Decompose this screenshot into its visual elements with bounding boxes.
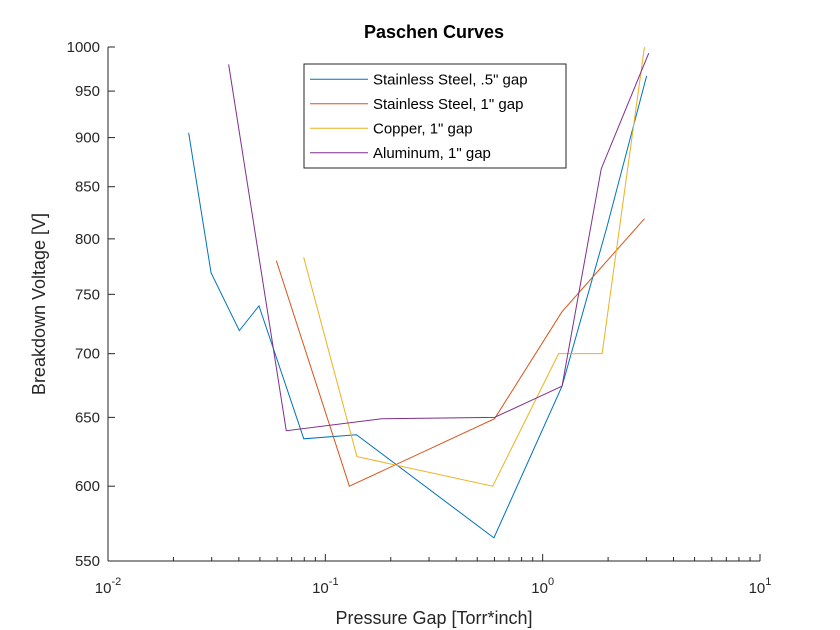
legend-label: Aluminum, 1" gap: [373, 145, 491, 162]
y-tick-label: 550: [75, 553, 100, 570]
y-tick-label: 600: [75, 478, 100, 495]
series-layer: [188, 46, 650, 539]
series-line-1: [188, 75, 648, 539]
x-tick-label: 10-2: [95, 576, 121, 597]
legend-label: Stainless Steel, 1" gap: [373, 96, 523, 113]
y-tick-label: 700: [75, 346, 100, 363]
x-tick-label: 100: [531, 576, 554, 597]
y-tick-label: 1000: [67, 39, 100, 56]
y-tick-label: 850: [75, 179, 100, 196]
y-tick-label: 800: [75, 231, 100, 248]
chart-title: Paschen Curves: [364, 22, 504, 42]
y-tick-label: 750: [75, 286, 100, 303]
x-tick-label: 101: [749, 576, 772, 597]
x-axis-title: Pressure Gap [Torr*inch]: [335, 608, 532, 628]
y-tick-label: 950: [75, 83, 100, 100]
x-tick-label: 10-1: [312, 576, 338, 597]
legend-label: Copper, 1" gap: [373, 120, 473, 137]
legend: Stainless Steel, .5" gap Stainless Steel,…: [303, 63, 567, 169]
legend-box: [303, 63, 567, 169]
y-tick-label: 650: [75, 409, 100, 426]
legend-label: Stainless Steel, .5" gap: [373, 71, 528, 88]
y-axis-title: Breakdown Voltage [V]: [29, 213, 49, 395]
y-tick-label: 900: [75, 130, 100, 147]
series-line-4: [228, 52, 650, 432]
axes-layer: 10-2 10-1 100 101 550 600 650 700 750 800 850 900 95…: [67, 39, 772, 597]
series-line-2: [275, 218, 645, 487]
